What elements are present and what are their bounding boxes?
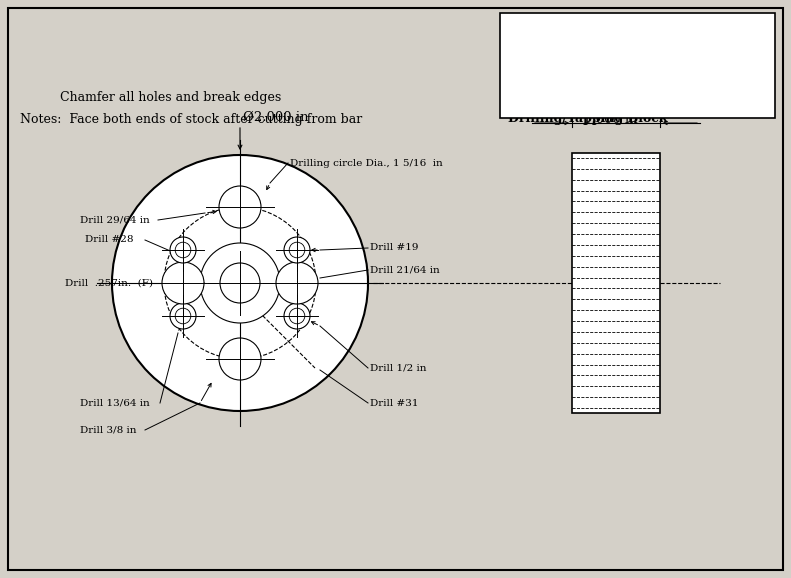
Text: Drill 1/2 in: Drill 1/2 in	[370, 364, 426, 372]
Circle shape	[284, 237, 310, 263]
Text: 1.000 in: 1.000 in	[583, 113, 638, 126]
Text: Mat'l: 4140, annealed: Mat'l: 4140, annealed	[508, 88, 638, 102]
Circle shape	[112, 155, 368, 411]
Text: Drill 13/64 in: Drill 13/64 in	[80, 398, 149, 407]
Circle shape	[220, 263, 260, 303]
Text: Drill 29/64 in: Drill 29/64 in	[80, 216, 149, 224]
Circle shape	[219, 186, 261, 228]
Text: Drilling circle Dia., 1 5/16  in: Drilling circle Dia., 1 5/16 in	[290, 158, 443, 168]
Text: Chamfer all holes and break edges: Chamfer all holes and break edges	[20, 91, 282, 104]
Text: Drill 3/8 in: Drill 3/8 in	[80, 425, 137, 435]
Text: Ø2.000 in: Ø2.000 in	[243, 110, 308, 124]
Circle shape	[200, 243, 280, 323]
Text: Drill #31: Drill #31	[370, 398, 418, 407]
Bar	[500, 13, 775, 118]
Text: Drill #19: Drill #19	[370, 243, 418, 253]
Circle shape	[276, 262, 318, 304]
Bar	[572, 153, 660, 413]
Circle shape	[170, 237, 196, 263]
Circle shape	[219, 338, 261, 380]
Text: Notes:  Face both ends of stock after cutting from bar: Notes: Face both ends of stock after cut…	[20, 113, 362, 126]
Text: Drill #28: Drill #28	[85, 235, 134, 244]
Text: Des. By: Pete Stanaitis: Des. By: Pete Stanaitis	[508, 65, 643, 79]
Text: Rev. B    1/21/2004: Rev. B 1/21/2004	[508, 42, 620, 55]
Circle shape	[170, 303, 196, 329]
Text: Drill 21/64 in: Drill 21/64 in	[370, 265, 440, 275]
Text: Drilling/Tapping Block: Drilling/Tapping Block	[508, 112, 668, 125]
Text: Drill  .257in.  (F): Drill .257in. (F)	[65, 279, 153, 287]
Circle shape	[162, 262, 204, 304]
Circle shape	[284, 303, 310, 329]
